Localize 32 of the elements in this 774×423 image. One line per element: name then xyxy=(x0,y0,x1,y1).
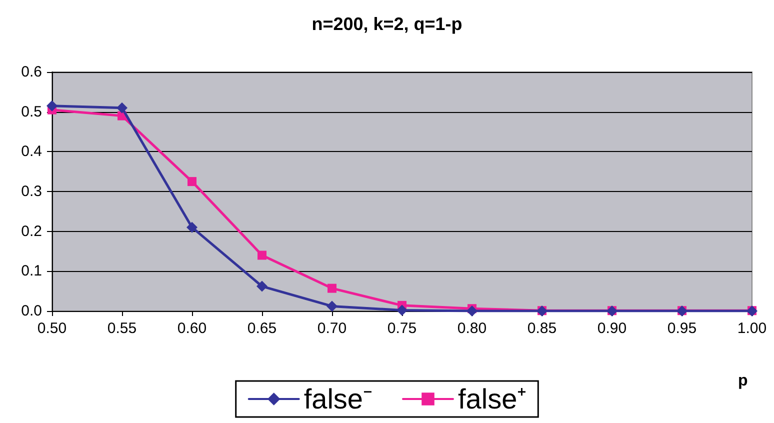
y-tick-label: 0.2 xyxy=(21,222,42,240)
point xyxy=(46,100,58,112)
x-tick-label: 0.60 xyxy=(177,320,207,337)
x-tick-label: 0.65 xyxy=(247,320,277,337)
x-tick-label: 0.95 xyxy=(667,320,697,337)
x-tick-label: 0.80 xyxy=(457,320,487,337)
legend-label: false⁻ xyxy=(304,384,372,414)
point xyxy=(466,306,478,316)
y-tick-label: 0.4 xyxy=(21,143,42,160)
x-tick-label: 0.90 xyxy=(597,320,627,337)
y-tick-label: 0.0 xyxy=(21,302,42,320)
point xyxy=(188,177,196,186)
point xyxy=(328,284,336,293)
legend-label: false⁺ xyxy=(458,384,526,414)
point xyxy=(186,222,198,233)
y-tick-label: 0.5 xyxy=(21,103,42,120)
x-tick-label: 0.55 xyxy=(107,320,137,337)
chart-title: n=200, k=2, q=1-p xyxy=(312,14,462,34)
x-tick-label: 1.00 xyxy=(737,320,767,337)
x-axis-title: p xyxy=(738,372,748,390)
x-tick-label: 0.50 xyxy=(37,320,67,337)
x-tick-label: 0.85 xyxy=(527,320,557,337)
point xyxy=(116,102,128,114)
y-tick-label: 0.6 xyxy=(21,64,42,80)
point xyxy=(396,304,408,316)
point xyxy=(326,300,338,312)
y-tick-label: 0.1 xyxy=(21,262,42,280)
y-tick-label: 0.3 xyxy=(21,183,42,200)
x-tick-label: 0.70 xyxy=(317,320,347,337)
point xyxy=(258,250,266,260)
point xyxy=(256,280,268,292)
x-tick-label: 0.75 xyxy=(387,320,417,337)
